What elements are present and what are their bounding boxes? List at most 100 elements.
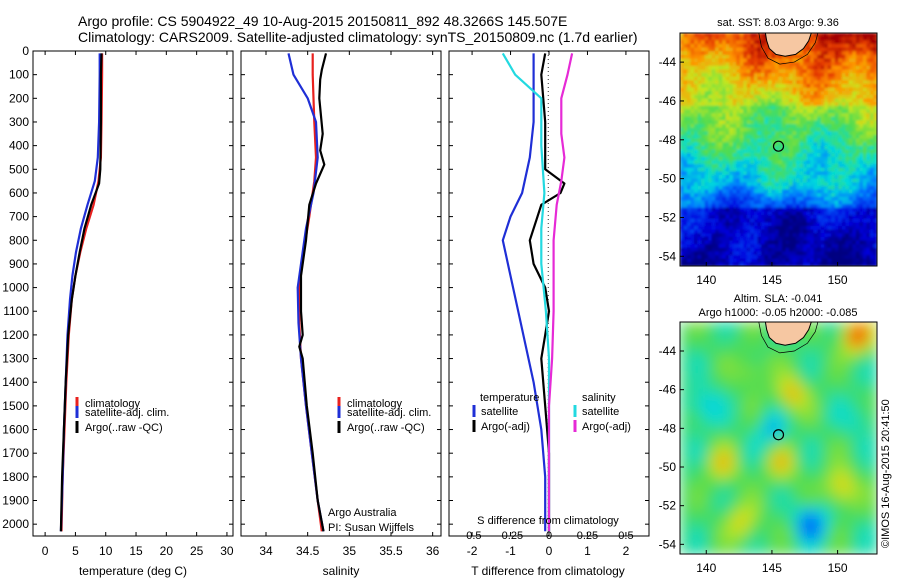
- map-cell: [846, 392, 853, 400]
- map-cell: [841, 73, 846, 78]
- map-cell: [778, 215, 783, 220]
- map-cell: [701, 94, 706, 100]
- map-cell: [827, 218, 832, 223]
- map-cell: [743, 62, 748, 67]
- map-cell: [698, 534, 706, 542]
- map-cell: [806, 225, 811, 231]
- map-cell: [820, 94, 825, 100]
- map-cell: [687, 240, 692, 245]
- map-cell: [840, 386, 847, 394]
- map-cell: [831, 225, 836, 231]
- map-cell: [760, 149, 766, 154]
- map-cell: [869, 83, 875, 89]
- map-cell: [718, 225, 723, 231]
- map-cell: [711, 73, 716, 78]
- map-cell: [722, 62, 727, 67]
- map-cell: [771, 134, 776, 140]
- map-cell: [704, 36, 709, 41]
- map-cell: [782, 215, 787, 220]
- map-cell: [785, 109, 790, 114]
- map-cell: [831, 229, 836, 234]
- map-cell: [760, 102, 766, 107]
- map-cell: [810, 36, 815, 41]
- map-cell: [841, 145, 846, 151]
- map-cell: [827, 521, 835, 529]
- map-cell: [729, 515, 737, 523]
- map-cell: [810, 73, 815, 78]
- map-cell: [845, 36, 850, 41]
- map-cell: [687, 62, 692, 67]
- map-cell: [774, 196, 780, 202]
- map-cell: [866, 62, 871, 67]
- map-cell: [778, 236, 783, 242]
- map-cell: [792, 225, 797, 231]
- map-cell: [760, 33, 766, 38]
- map-cell: [846, 405, 853, 413]
- map-cell: [750, 160, 755, 165]
- map-cell: [785, 240, 790, 245]
- map-cell: [715, 40, 720, 45]
- map-cell: [774, 189, 780, 194]
- map-cell: [821, 405, 829, 413]
- map-cell: [806, 116, 811, 121]
- map-cell: [870, 463, 877, 471]
- map-cell: [718, 51, 723, 56]
- map-cell: [810, 120, 815, 125]
- map-cell: [732, 102, 737, 107]
- map-cell: [729, 373, 737, 381]
- map-cell: [864, 341, 872, 349]
- map-cell: [813, 160, 818, 165]
- map-cell: [680, 174, 685, 180]
- map-cell: [820, 83, 825, 89]
- map-cell: [873, 229, 877, 234]
- map-cell: [711, 62, 716, 67]
- map-cell: [680, 328, 687, 336]
- map-cell: [852, 182, 857, 187]
- map-cell: [704, 134, 709, 140]
- map-cell: [690, 65, 695, 71]
- map-cell: [820, 200, 825, 205]
- map-cell: [722, 244, 727, 249]
- map-cell: [831, 102, 836, 107]
- map-cell: [687, 98, 692, 103]
- map-cell: [698, 373, 706, 381]
- map-cell: [810, 240, 815, 245]
- map-cell: [824, 109, 829, 114]
- map-cell: [757, 127, 762, 132]
- map-cell: [687, 47, 692, 52]
- map-cell: [687, 131, 692, 136]
- map-cell: [760, 528, 767, 536]
- map-cell: [870, 425, 877, 433]
- map-cell: [747, 476, 755, 484]
- map-cell: [813, 149, 818, 154]
- map-cell: [729, 65, 734, 71]
- map-cell: [760, 405, 767, 413]
- map-cell: [760, 164, 766, 169]
- map-cell: [792, 222, 797, 227]
- map-cell: [866, 164, 871, 169]
- map-cell: [746, 142, 751, 147]
- map-cell: [792, 76, 797, 81]
- map-cell: [725, 149, 730, 154]
- map-cell: [864, 457, 872, 465]
- map-cell: [782, 236, 787, 242]
- map-cell: [736, 116, 741, 121]
- map-cell: [690, 225, 695, 231]
- map-cell: [722, 33, 727, 38]
- map-cell: [741, 392, 749, 400]
- map-cell: [841, 120, 846, 125]
- map-cell: [746, 40, 751, 45]
- map-cell: [772, 444, 780, 452]
- map-cell: [833, 380, 841, 388]
- map-cell: [687, 40, 692, 45]
- map-cell: [864, 386, 872, 394]
- map-cell: [722, 233, 727, 238]
- map-cell: [743, 189, 748, 194]
- map-cell: [718, 171, 723, 176]
- map-cell: [683, 207, 688, 212]
- x-tick-label: 5: [72, 544, 79, 558]
- map-cell: [817, 171, 822, 176]
- map-cell: [704, 178, 709, 183]
- map-cell: [815, 438, 823, 446]
- map-cell: [729, 174, 734, 180]
